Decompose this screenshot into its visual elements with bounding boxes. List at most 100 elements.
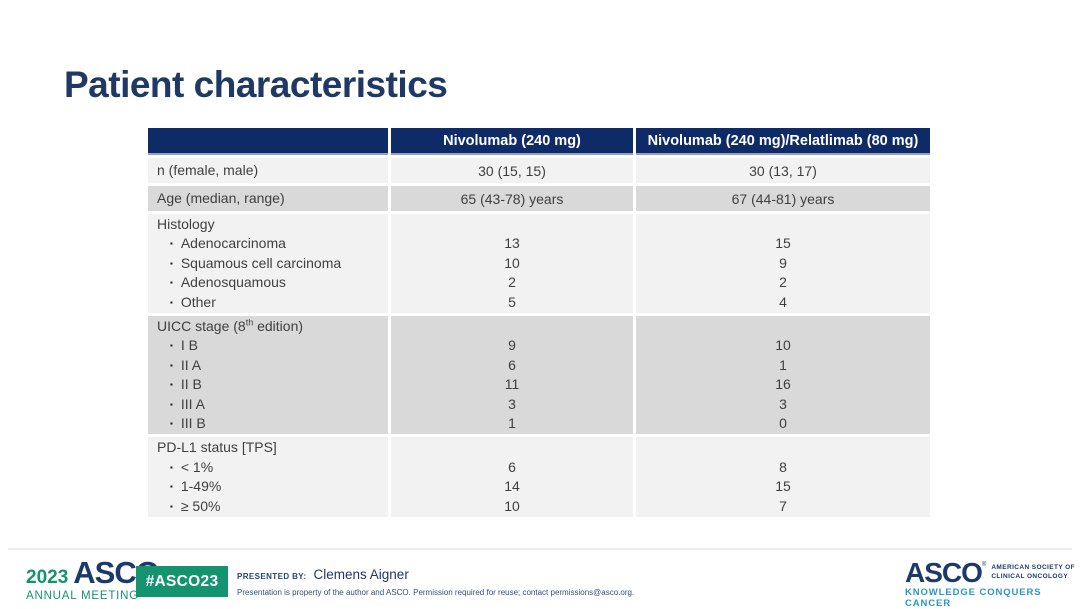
value-spacer	[391, 317, 633, 336]
nivolumab-relatlimab-value-cell: 30 (13, 17)	[636, 158, 930, 183]
cell-value: 15	[775, 478, 791, 495]
bullet-item-label: III A	[180, 395, 205, 412]
bullet-item-label: < 1%	[180, 458, 214, 475]
row-label-cell: PD-L1 status [TPS] ▪ < 1% ▪ 1-49% ▪ ≥ 50%	[148, 437, 388, 518]
table-body: n (female, male) 30 (15, 15) 30 (13, 17) Ag…	[148, 158, 930, 518]
presented-by-label: PRESENTED BY:	[237, 572, 307, 581]
row-label-cell: n (female, male)	[148, 158, 388, 183]
nivolumab-value-cell: 13 10 2 5	[391, 214, 633, 314]
table-row-group: Histology ▪ Adenocarcinoma ▪ Squamous cell c…	[148, 214, 930, 314]
bullet-item-label: 1-49%	[180, 478, 222, 495]
bullet-item: ▪ Adenosquamous	[148, 273, 388, 292]
row-label-cell: Age (median, range)	[148, 186, 388, 211]
copyright-disclaimer: Presentation is property of the author a…	[237, 588, 635, 597]
table-header-empty-cell	[148, 128, 388, 155]
table-row-group: PD-L1 status [TPS] ▪ < 1% ▪ 1-49% ▪ ≥ 50% 6 14 10…	[148, 437, 930, 518]
registered-mark-icon: ®	[981, 562, 987, 568]
cell-value: 8	[779, 458, 787, 475]
row-label: n (female, male)	[157, 161, 259, 178]
bullet-item-label: II B	[180, 376, 202, 393]
bullet-item-label: Squamous cell carcinoma	[180, 254, 342, 271]
cell-value: 2	[508, 274, 516, 291]
bullet-item: ▪ Other	[148, 293, 388, 312]
cell-value: 6	[508, 458, 516, 475]
nivolumab-relatlimab-value-cell: 67 (44-81) years	[636, 186, 930, 211]
bullet-icon: ▪	[170, 462, 173, 472]
patient-characteristics-table: Nivolumab (240 mg) Nivolumab (240 mg)/Re…	[148, 128, 930, 518]
cell-value: 30 (15, 15)	[478, 162, 546, 179]
cell-value: 15	[775, 235, 791, 252]
nivolumab-relatlimab-value-cell: 8 15 7	[636, 437, 930, 518]
meeting-year: 2023	[26, 567, 69, 588]
bullet-icon: ▪	[170, 419, 173, 429]
bullet-item-label: Other	[180, 293, 216, 310]
table-header-nivolumab-relatlimab: Nivolumab (240 mg)/Relatlimab (80 mg)	[636, 128, 930, 155]
asco-wordmark: ASCO	[905, 557, 983, 588]
bullet-icon: ▪	[170, 380, 173, 390]
cell-value: 10	[504, 254, 520, 271]
nivolumab-value-cell: 9 6 11 3 1	[391, 316, 633, 435]
table-header-nivolumab: Nivolumab (240 mg)	[391, 128, 633, 155]
cell-value: 6	[508, 356, 516, 373]
cell-value: 4	[779, 293, 787, 310]
value-spacer	[391, 438, 633, 457]
asco-society-logo: ASCO ® AMERICAN SOCIETY OF CLINICAL ONCO…	[905, 557, 1080, 609]
asco-society-logo-top: ASCO ® AMERICAN SOCIETY OF CLINICAL ONCO…	[905, 557, 1080, 588]
bullet-item-label: I B	[180, 337, 198, 354]
bullet-icon: ▪	[170, 482, 173, 492]
bullet-icon: ▪	[170, 278, 173, 288]
bullet-item-label: Adenosquamous	[180, 274, 286, 291]
society-name: AMERICAN SOCIETY OF CLINICAL ONCOLOGY	[991, 564, 1075, 581]
bullet-item-label: Adenocarcinoma	[180, 235, 286, 252]
bullet-icon: ▪	[170, 258, 173, 268]
asco-tagline: KNOWLEDGE CONQUERS CANCER	[905, 587, 1042, 609]
row-label-cell: UICC stage (8th edition) ▪ I B ▪ II A ▪ II B ▪ I…	[148, 316, 388, 435]
row-group-label: UICC stage (8th edition)	[157, 317, 304, 335]
bullet-icon: ▪	[170, 341, 173, 351]
bullet-item: ▪ Squamous cell carcinoma	[148, 254, 388, 273]
table-row-group: n (female, male) 30 (15, 15) 30 (13, 17)	[148, 158, 930, 183]
cell-value: 0	[779, 415, 787, 432]
cell-value: 11	[504, 376, 520, 393]
bullet-item-label: ≥ 50%	[180, 497, 221, 514]
bullet-icon: ▪	[170, 239, 173, 249]
presenter-name: Clemens Aigner	[313, 567, 409, 582]
bullet-item: ▪ 1-49%	[148, 477, 388, 496]
bullet-item: ▪ < 1%	[148, 458, 388, 477]
bullet-item-label: II A	[180, 356, 202, 373]
nivolumab-value-cell: 30 (15, 15)	[391, 158, 633, 183]
nivolumab-value-cell: 6 14 10	[391, 437, 633, 518]
cell-value: 16	[775, 376, 791, 393]
hashtag-badge: #ASCO23	[136, 566, 228, 597]
value-spacer	[391, 215, 633, 234]
value-spacer	[636, 438, 930, 457]
cell-value: 14	[504, 478, 520, 495]
cell-value: 5	[508, 293, 516, 310]
annual-meeting-label: ANNUAL MEETING	[26, 590, 140, 602]
cell-value: 9	[779, 254, 787, 271]
society-name-line1: AMERICAN SOCIETY OF	[991, 564, 1076, 571]
cell-value: 3	[779, 395, 787, 412]
nivolumab-relatlimab-value-cell: 10 1 16 3 0	[636, 316, 930, 435]
cell-value: 3	[508, 395, 516, 412]
page-title: Patient characteristics	[64, 64, 448, 105]
cell-value: 13	[504, 235, 520, 252]
bullet-item: ▪ ≥ 50%	[148, 497, 388, 516]
value-spacer	[636, 215, 930, 234]
cell-value: 67 (44-81) years	[731, 190, 835, 207]
cell-value: 1	[779, 356, 787, 373]
bullet-item: ▪ II B	[148, 375, 388, 394]
bullet-icon: ▪	[170, 360, 173, 370]
table-header-row: Nivolumab (240 mg) Nivolumab (240 mg)/Re…	[148, 128, 930, 155]
bullet-icon: ▪	[170, 399, 173, 409]
value-spacer	[636, 317, 930, 336]
bullet-item-label: III B	[180, 415, 206, 432]
cell-value: 65 (43-78) years	[460, 190, 564, 207]
cell-value: 30 (13, 17)	[749, 162, 817, 179]
bullet-item: ▪ III B	[148, 414, 388, 433]
bullet-item: ▪ II A	[148, 356, 388, 375]
cell-value: 1	[508, 415, 516, 432]
row-label: Age (median, range)	[157, 189, 285, 206]
footer-divider	[8, 548, 1072, 550]
row-group-label: PD-L1 status [TPS]	[157, 439, 277, 456]
